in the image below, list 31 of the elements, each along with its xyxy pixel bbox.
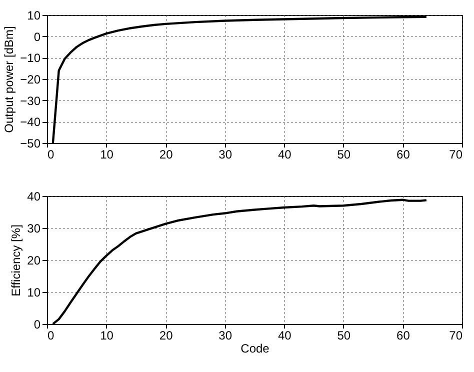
x-tick-label: 40: [278, 148, 292, 162]
x-tick-label: 20: [159, 328, 174, 342]
x-tick-label: 70: [449, 328, 463, 342]
x-tick-label: 30: [218, 148, 232, 162]
x-tick-label: 20: [159, 148, 174, 162]
y-tick-label: −50: [20, 136, 41, 150]
x-tick-label: 30: [218, 328, 232, 342]
x-tick-label: 60: [396, 148, 410, 162]
x-tick-label: 50: [337, 148, 351, 162]
y-tick-label: 40: [27, 190, 41, 204]
y-tick-label: 30: [27, 222, 41, 236]
y-tick-label: 0: [34, 30, 41, 44]
y-tick-label: −40: [20, 115, 41, 130]
y-tick-label: 20: [27, 254, 41, 268]
y-tick-label: −30: [20, 94, 41, 108]
x-tick-label: 10: [100, 328, 114, 342]
y-tick-label: −10: [20, 51, 41, 66]
x-tick-label: 10: [100, 148, 114, 162]
y-tick-label: 10: [27, 286, 41, 300]
x-tick-label: 50: [337, 328, 351, 342]
y-tick-label: −20: [20, 72, 41, 86]
x-tick-label: 0: [48, 148, 54, 162]
x-tick-label: 60: [396, 328, 410, 342]
x-axis-title: Code: [240, 342, 270, 356]
x-tick-label: 70: [449, 148, 463, 162]
y-tick-label: 10: [27, 8, 41, 22]
y-axis-title: Efficiency [%]: [9, 224, 24, 296]
y-axis-title: Output power [dBm]: [2, 26, 16, 133]
x-tick-label: 0: [48, 328, 54, 342]
y-tick-label: 0: [34, 318, 41, 332]
x-tick-label: 40: [278, 328, 292, 342]
